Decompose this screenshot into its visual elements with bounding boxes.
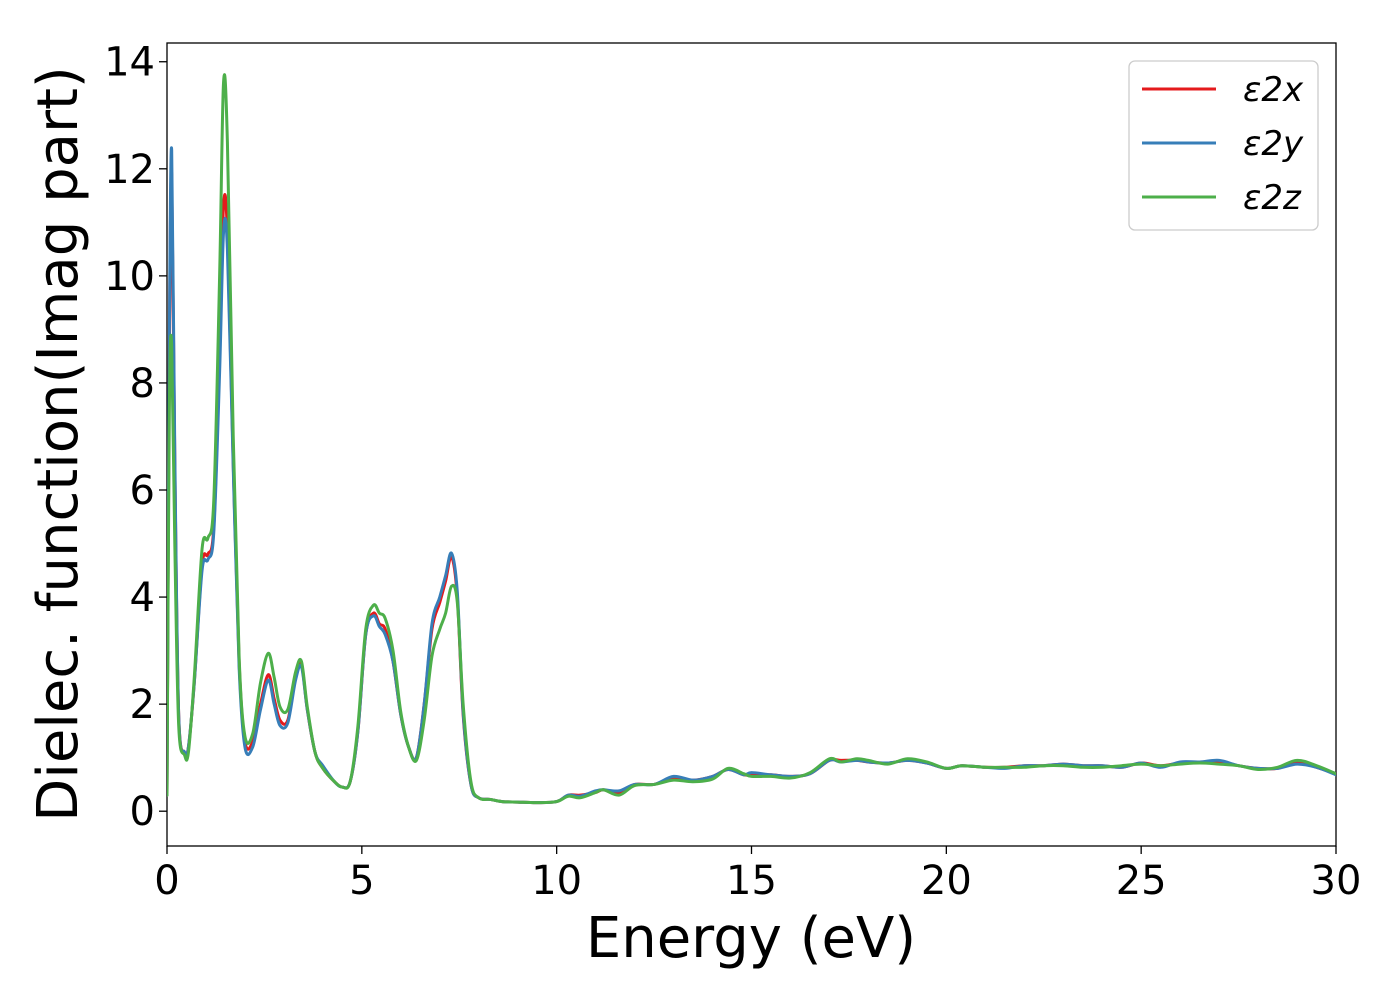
y-tick-label: 4 xyxy=(130,575,155,621)
legend-label-1: ε2x xyxy=(1243,70,1304,110)
series-layer xyxy=(167,73,1336,805)
legend: ε2x ε2y ε2z xyxy=(1128,60,1319,231)
y-tick-label: 2 xyxy=(130,682,155,728)
y-tick-label: 14 xyxy=(104,40,155,86)
y-tick-label: 12 xyxy=(104,147,155,193)
x-axis-label: Energy (eV) xyxy=(586,906,916,971)
series-line-3 xyxy=(167,73,1336,805)
legend-label-2: ε2y xyxy=(1243,124,1304,164)
legend-frame xyxy=(1128,60,1319,231)
legend-label-3: ε2z xyxy=(1243,178,1302,218)
x-tick-label: 20 xyxy=(921,858,972,904)
y-tick-label: 6 xyxy=(130,468,155,514)
x-tick-label: 10 xyxy=(531,858,582,904)
y-axis-ticks: 0 2 4 6 8 10 12 14 xyxy=(104,40,167,835)
x-tick-label: 5 xyxy=(349,858,374,904)
y-axis-label: Dielec. function(Imag part) xyxy=(26,66,91,822)
y-tick-label: 10 xyxy=(104,254,155,300)
x-tick-label: 0 xyxy=(154,858,179,904)
y-tick-label: 8 xyxy=(130,361,155,407)
x-tick-label: 30 xyxy=(1311,858,1362,904)
x-tick-label: 15 xyxy=(726,858,777,904)
y-tick-label: 0 xyxy=(130,789,155,835)
x-tick-label: 25 xyxy=(1116,858,1167,904)
x-axis-ticks: 0 5 10 15 20 25 30 xyxy=(154,846,1361,904)
